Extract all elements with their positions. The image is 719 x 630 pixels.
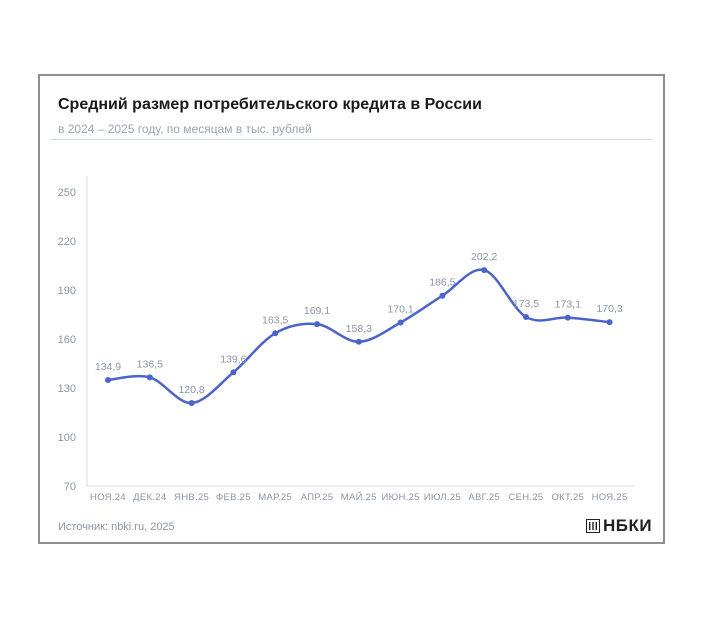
logo-text: НБКИ [603,516,653,535]
data-point [439,292,446,299]
data-label: 170,3 [596,303,622,315]
data-point [146,374,153,381]
x-tick-label: МАЙ.25 [341,491,377,503]
x-tick-label: ОКТ.25 [551,492,584,503]
header-divider [50,139,653,140]
data-point [230,369,237,376]
x-tick-label: АВГ.25 [468,492,500,503]
x-tick-label: ИЮЛ.25 [424,492,461,503]
chart-card: Средний размер потребительского кредита … [38,74,665,544]
x-tick-label: МАР.25 [258,492,292,503]
data-label: 136,5 [137,358,163,370]
data-label: 170,1 [387,304,413,316]
y-tick-label: 250 [58,187,76,199]
x-tick-label: НОЯ.24 [90,492,126,503]
x-tick-label: ЯНВ.25 [174,492,209,503]
data-label: 120,8 [178,384,204,396]
data-label: 173,5 [513,298,539,310]
data-point [355,338,362,345]
data-point [105,376,111,383]
data-label: 186,5 [429,277,455,289]
data-label: 173,1 [555,299,581,311]
data-label: 134,9 [95,361,121,373]
y-tick-label: 190 [58,285,76,297]
data-point [481,267,488,274]
x-tick-label: ФЕВ.25 [216,492,251,503]
chart-subtitle: в 2024 – 2025 году, по месяцам в тыс. ру… [58,122,312,136]
data-label: 163,5 [262,314,288,326]
x-tick-label: НОЯ.25 [592,492,628,503]
data-point [397,319,404,326]
nbki-logo: НБКИ [586,516,652,536]
x-tick-label: АПР.25 [301,492,334,503]
y-tick-label: 130 [58,383,76,395]
data-point [314,321,320,328]
x-tick-label: ИЮН.25 [381,492,419,503]
y-tick-label: 220 [58,236,76,248]
x-tick-label: СЕН.25 [508,492,543,503]
data-point [564,314,571,321]
data-label: 169,1 [304,305,330,317]
y-tick-label: 70 [64,481,76,493]
nbki-logo-icon [586,519,600,533]
y-tick-label: 160 [58,334,76,346]
data-point [523,313,529,320]
source-note: Источник: nbki.ru, 2025 [58,521,175,533]
data-point [188,400,195,407]
x-tick-label: ДЕК.24 [133,492,166,503]
data-point [606,319,613,326]
chart-title: Средний размер потребительского кредита … [58,96,482,113]
data-label: 158,3 [346,323,372,335]
data-label: 139,6 [220,353,246,365]
y-tick-label: 100 [58,432,76,444]
data-label: 202,2 [471,251,497,263]
line-chart: 70 100 130 160 190 220 250 НОЯ.24 ДЕК.24 ЯНВ.25 ФЕ… [58,176,634,503]
data-point [272,330,279,337]
